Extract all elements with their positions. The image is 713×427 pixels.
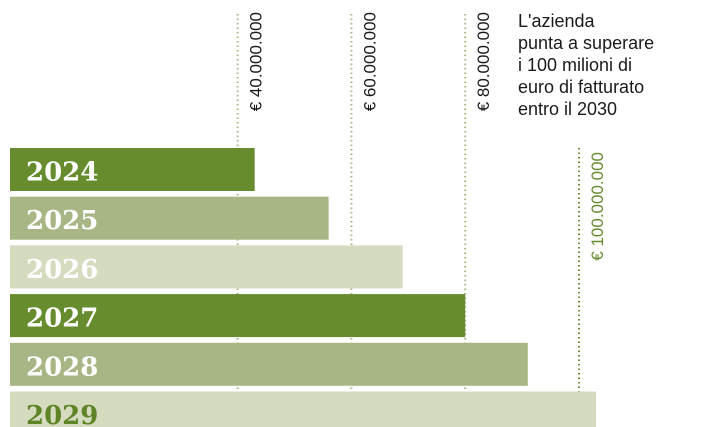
reference-label-4: € 100.000.000 [588, 152, 607, 261]
annotation-line-2: punta a superare [518, 33, 655, 53]
bar-label-2027: 2027 [26, 304, 98, 334]
bar-label-2026: 2026 [26, 255, 98, 285]
bar-2027 [10, 294, 466, 338]
bar-label-2025: 2025 [26, 206, 98, 236]
reference-label-1: € 40.000.000 [247, 12, 266, 111]
chart-annotation: L'azienda punta a superare i 100 milioni… [518, 10, 708, 120]
bar-2024 [10, 148, 255, 191]
bar-label-2024: 2024 [26, 158, 98, 188]
bar-2026 [10, 245, 403, 289]
annotation-line-5: entro il 2030 [518, 99, 618, 119]
bar-2025 [10, 196, 329, 240]
annotation-line-1: L'azienda [518, 11, 595, 31]
bar-2029 [10, 391, 597, 427]
bar-2028 [10, 342, 528, 386]
reference-label-2: € 60.000.000 [360, 12, 379, 111]
annotation-line-3: i 100 milioni di [518, 55, 633, 75]
annotation-line-4: euro di fatturato [518, 77, 645, 97]
bar-label-2029: 2029 [26, 401, 98, 427]
reference-label-3: € 80.000.000 [474, 12, 493, 111]
bar-label-2028: 2028 [26, 352, 98, 382]
